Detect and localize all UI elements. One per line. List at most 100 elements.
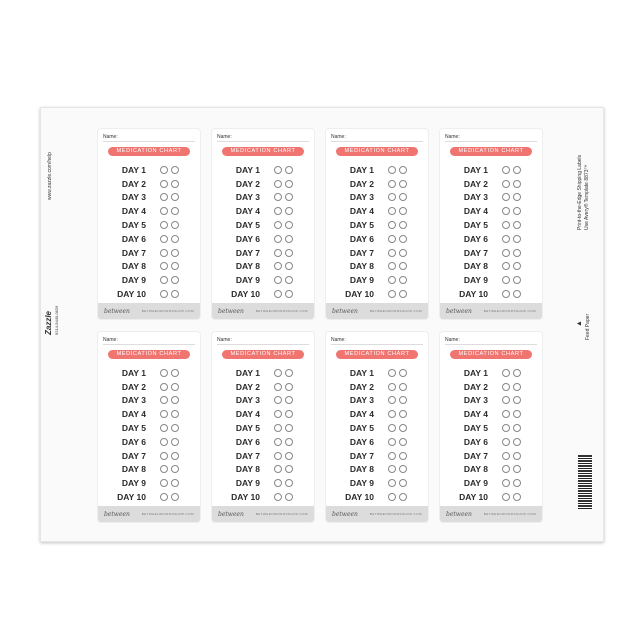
checkbox-circle[interactable] — [502, 368, 510, 377]
checkbox-circle[interactable] — [388, 368, 396, 377]
checkbox-circle[interactable] — [171, 262, 179, 271]
checkbox-circle[interactable] — [399, 165, 407, 174]
checkbox-circle[interactable] — [285, 165, 293, 174]
checkbox-circle[interactable] — [285, 262, 293, 271]
checkbox-circle[interactable] — [160, 207, 168, 216]
checkbox-circle[interactable] — [399, 451, 407, 460]
checkbox-circle[interactable] — [171, 493, 179, 502]
checkbox-circle[interactable] — [513, 262, 521, 271]
checkbox-circle[interactable] — [285, 382, 293, 391]
name-field[interactable]: Name: — [103, 134, 195, 142]
checkbox-circle[interactable] — [513, 179, 521, 188]
checkbox-circle[interactable] — [285, 276, 293, 285]
checkbox-circle[interactable] — [513, 410, 521, 419]
checkbox-circle[interactable] — [388, 248, 396, 257]
checkbox-circle[interactable] — [274, 193, 282, 202]
checkbox-circle[interactable] — [513, 207, 521, 216]
checkbox-circle[interactable] — [160, 262, 168, 271]
checkbox-circle[interactable] — [388, 262, 396, 271]
checkbox-circle[interactable] — [285, 465, 293, 474]
checkbox-circle[interactable] — [399, 234, 407, 243]
checkbox-circle[interactable] — [160, 451, 168, 460]
checkbox-circle[interactable] — [274, 410, 282, 419]
checkbox-circle[interactable] — [388, 193, 396, 202]
checkbox-circle[interactable] — [399, 479, 407, 488]
checkbox-circle[interactable] — [274, 207, 282, 216]
checkbox-circle[interactable] — [160, 437, 168, 446]
checkbox-circle[interactable] — [388, 451, 396, 460]
checkbox-circle[interactable] — [513, 493, 521, 502]
checkbox-circle[interactable] — [160, 221, 168, 230]
checkbox-circle[interactable] — [502, 396, 510, 405]
checkbox-circle[interactable] — [502, 410, 510, 419]
checkbox-circle[interactable] — [160, 234, 168, 243]
checkbox-circle[interactable] — [285, 396, 293, 405]
checkbox-circle[interactable] — [274, 290, 282, 299]
checkbox-circle[interactable] — [160, 276, 168, 285]
checkbox-circle[interactable] — [285, 234, 293, 243]
checkbox-circle[interactable] — [513, 193, 521, 202]
checkbox-circle[interactable] — [513, 396, 521, 405]
checkbox-circle[interactable] — [388, 165, 396, 174]
checkbox-circle[interactable] — [160, 410, 168, 419]
checkbox-circle[interactable] — [388, 424, 396, 433]
checkbox-circle[interactable] — [502, 165, 510, 174]
checkbox-circle[interactable] — [399, 248, 407, 257]
name-field[interactable]: Name: — [331, 337, 423, 345]
checkbox-circle[interactable] — [160, 424, 168, 433]
checkbox-circle[interactable] — [160, 382, 168, 391]
checkbox-circle[interactable] — [171, 165, 179, 174]
checkbox-circle[interactable] — [171, 437, 179, 446]
checkbox-circle[interactable] — [171, 396, 179, 405]
checkbox-circle[interactable] — [274, 424, 282, 433]
checkbox-circle[interactable] — [502, 248, 510, 257]
checkbox-circle[interactable] — [388, 234, 396, 243]
checkbox-circle[interactable] — [160, 368, 168, 377]
checkbox-circle[interactable] — [388, 276, 396, 285]
checkbox-circle[interactable] — [285, 424, 293, 433]
checkbox-circle[interactable] — [171, 479, 179, 488]
checkbox-circle[interactable] — [388, 437, 396, 446]
checkbox-circle[interactable] — [502, 424, 510, 433]
checkbox-circle[interactable] — [502, 465, 510, 474]
checkbox-circle[interactable] — [274, 437, 282, 446]
name-field[interactable]: Name: — [445, 134, 537, 142]
checkbox-circle[interactable] — [388, 290, 396, 299]
checkbox-circle[interactable] — [502, 207, 510, 216]
checkbox-circle[interactable] — [399, 276, 407, 285]
checkbox-circle[interactable] — [160, 493, 168, 502]
checkbox-circle[interactable] — [171, 221, 179, 230]
name-field[interactable]: Name: — [331, 134, 423, 142]
checkbox-circle[interactable] — [502, 493, 510, 502]
checkbox-circle[interactable] — [502, 193, 510, 202]
checkbox-circle[interactable] — [171, 382, 179, 391]
checkbox-circle[interactable] — [171, 179, 179, 188]
checkbox-circle[interactable] — [513, 248, 521, 257]
checkbox-circle[interactable] — [388, 207, 396, 216]
checkbox-circle[interactable] — [285, 179, 293, 188]
checkbox-circle[interactable] — [502, 276, 510, 285]
checkbox-circle[interactable] — [513, 451, 521, 460]
name-field[interactable]: Name: — [217, 337, 309, 345]
checkbox-circle[interactable] — [513, 424, 521, 433]
checkbox-circle[interactable] — [513, 368, 521, 377]
checkbox-circle[interactable] — [388, 396, 396, 405]
checkbox-circle[interactable] — [160, 193, 168, 202]
checkbox-circle[interactable] — [388, 382, 396, 391]
checkbox-circle[interactable] — [171, 290, 179, 299]
checkbox-circle[interactable] — [399, 424, 407, 433]
checkbox-circle[interactable] — [399, 437, 407, 446]
checkbox-circle[interactable] — [399, 221, 407, 230]
checkbox-circle[interactable] — [285, 207, 293, 216]
checkbox-circle[interactable] — [274, 396, 282, 405]
checkbox-circle[interactable] — [285, 479, 293, 488]
checkbox-circle[interactable] — [285, 248, 293, 257]
checkbox-circle[interactable] — [399, 290, 407, 299]
name-field[interactable]: Name: — [445, 337, 537, 345]
checkbox-circle[interactable] — [274, 234, 282, 243]
checkbox-circle[interactable] — [388, 493, 396, 502]
checkbox-circle[interactable] — [513, 234, 521, 243]
checkbox-circle[interactable] — [274, 493, 282, 502]
checkbox-circle[interactable] — [160, 248, 168, 257]
checkbox-circle[interactable] — [513, 276, 521, 285]
